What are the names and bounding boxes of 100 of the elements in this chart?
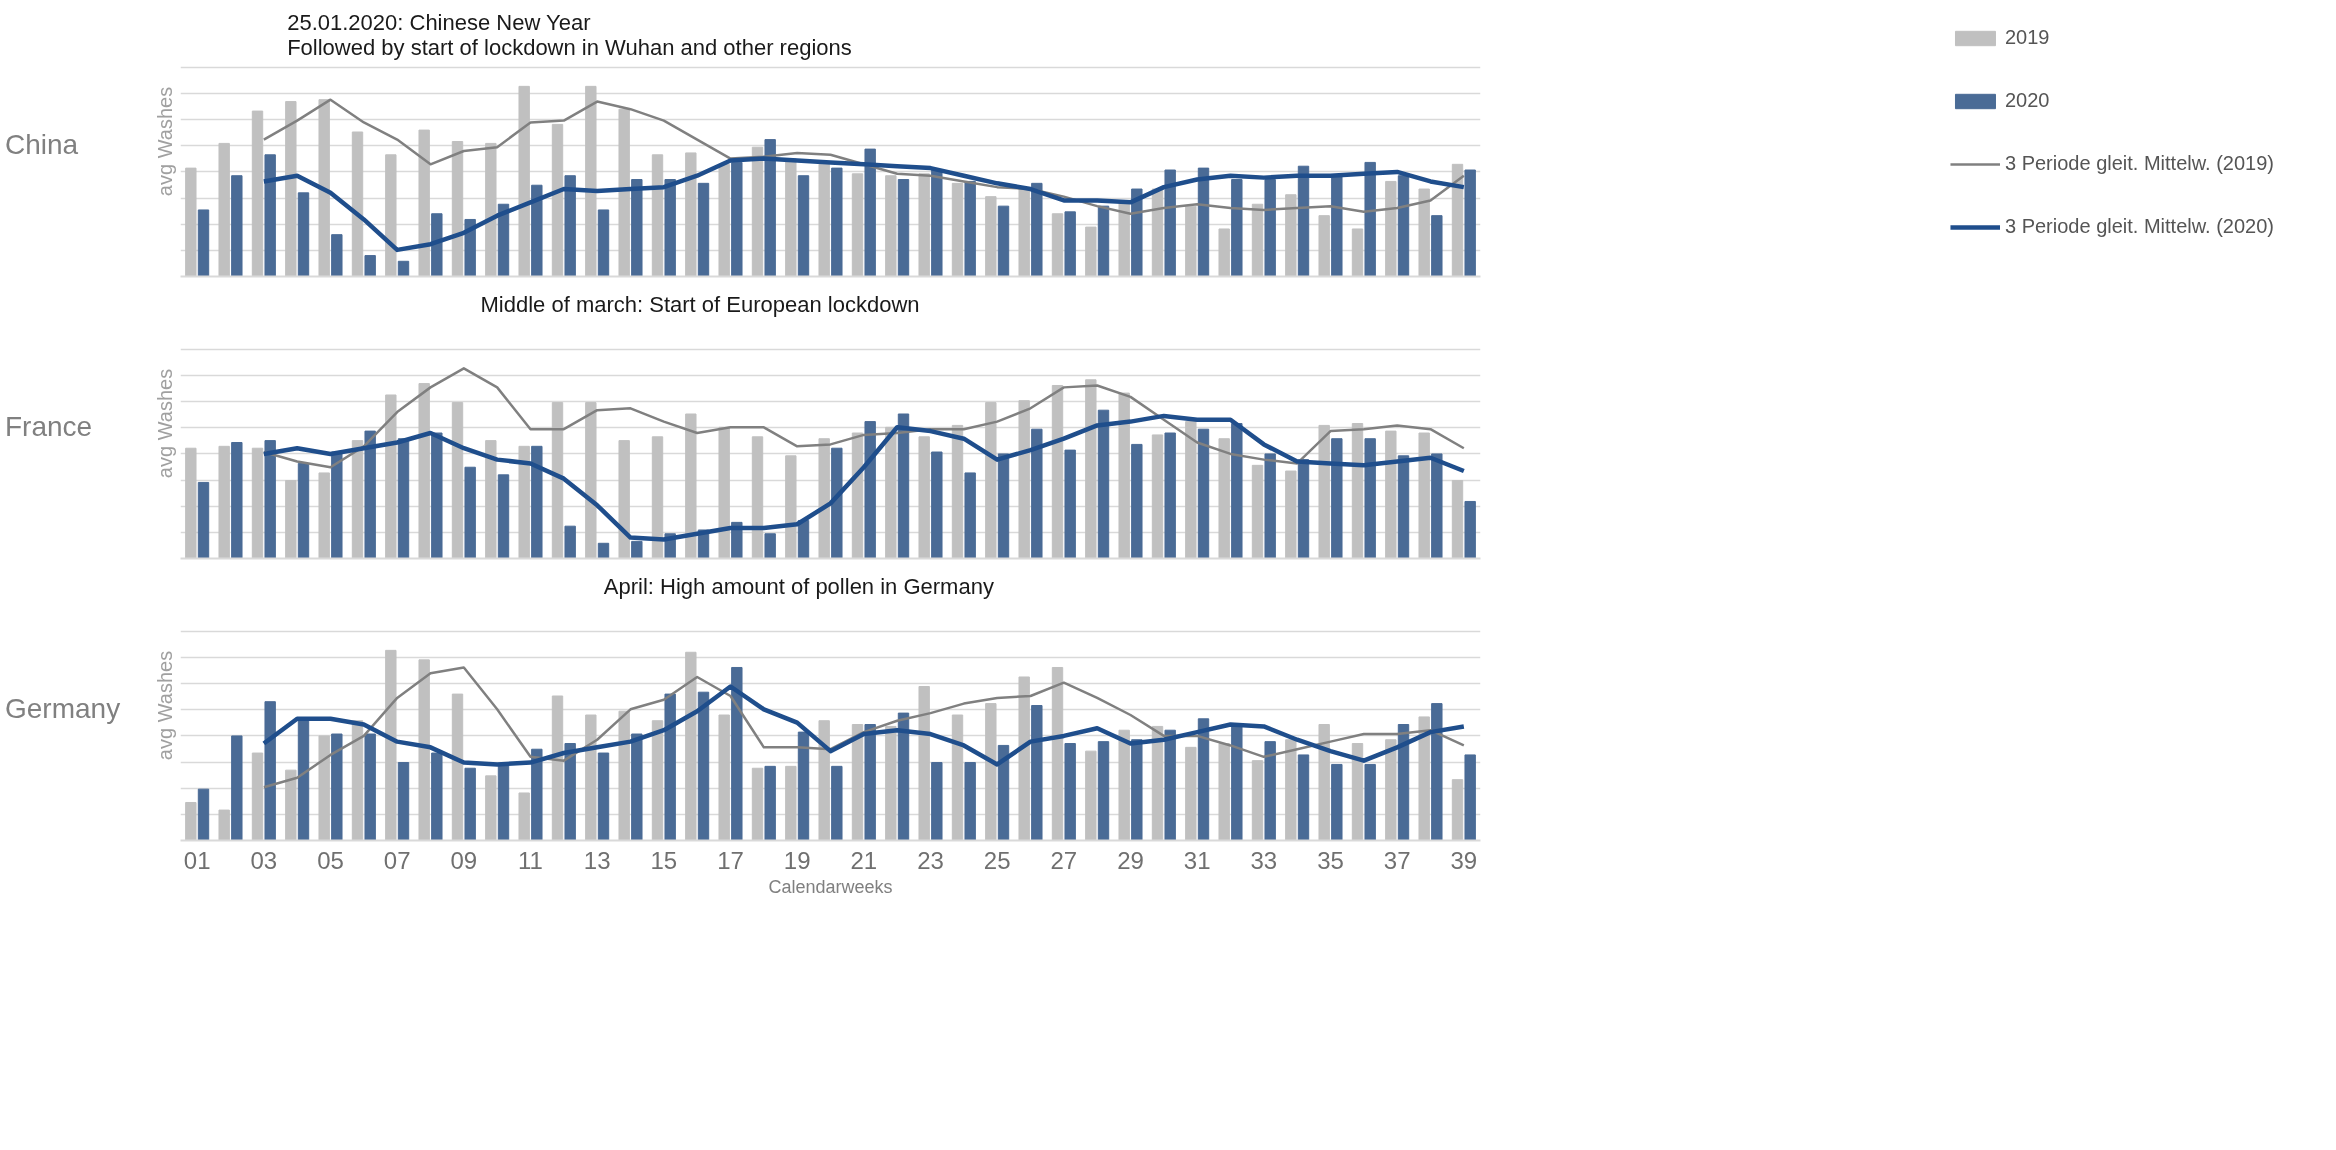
bar [685, 152, 697, 277]
text: Middle of march: Start of European lockdown [480, 292, 920, 318]
bar [397, 762, 410, 841]
bar [1285, 739, 1297, 841]
bar [785, 765, 797, 841]
bar [1185, 205, 1197, 277]
bar [285, 480, 297, 559]
bar [1418, 432, 1430, 559]
bar [964, 180, 976, 277]
bar [1251, 760, 1264, 841]
bar [1218, 743, 1230, 841]
bar [397, 260, 410, 277]
bar [1331, 438, 1343, 559]
bar [1418, 716, 1430, 841]
bar [231, 175, 243, 277]
bar [1218, 438, 1230, 559]
bar [818, 720, 830, 841]
bar [485, 775, 497, 841]
bar [764, 765, 776, 841]
bar [1131, 443, 1143, 559]
bar [751, 767, 764, 841]
bar [864, 724, 876, 841]
bar [831, 447, 843, 559]
bar [597, 752, 610, 841]
bar [1118, 392, 1130, 559]
bar [197, 481, 210, 559]
bar [531, 445, 543, 559]
bar [1064, 449, 1076, 559]
bar [1451, 163, 1464, 277]
bar [1397, 724, 1410, 841]
bar [297, 192, 310, 277]
x-tick-label: 17 [717, 846, 744, 874]
bar [818, 438, 830, 559]
bar [385, 394, 397, 559]
bar [531, 184, 543, 277]
bar [1118, 729, 1130, 841]
bar [585, 402, 597, 559]
bar [385, 649, 397, 841]
bar [1285, 470, 1297, 559]
x-tick-label: 03 [250, 846, 278, 874]
x-tick-label: 01 [183, 846, 211, 874]
bar [997, 453, 1010, 559]
bar [185, 801, 197, 841]
bar [885, 175, 897, 277]
x-tick-label: 13 [583, 846, 611, 874]
bar [831, 765, 843, 841]
legend-label: 3 Periode gleit. Mittelw. (2019) [2004, 152, 2274, 175]
bar [518, 445, 530, 559]
x-tick-label: 33 [1250, 846, 1278, 874]
bar [851, 724, 864, 841]
bar [1051, 666, 1064, 841]
bar [451, 141, 464, 277]
bar [997, 744, 1010, 841]
x-tick-label: 29 [1117, 846, 1144, 874]
bar [418, 129, 430, 277]
bar [1164, 729, 1176, 841]
bar [1097, 409, 1110, 559]
bar [1018, 400, 1030, 559]
bar [1264, 453, 1276, 559]
bar [651, 436, 664, 559]
bar [1351, 228, 1364, 277]
bar [985, 703, 997, 841]
bar [1151, 434, 1164, 559]
bar [1231, 724, 1243, 841]
text: 25.01.2020: Chinese New Year [287, 10, 591, 36]
bar [885, 725, 897, 841]
bar [1297, 459, 1310, 559]
bar [1164, 432, 1176, 559]
bar [1085, 750, 1097, 841]
text: China [5, 128, 79, 162]
bar [418, 659, 430, 841]
bar [931, 169, 943, 277]
bar [985, 196, 997, 277]
bar [697, 182, 710, 277]
bar [331, 451, 343, 559]
bar [731, 161, 743, 277]
bar [764, 139, 776, 277]
bar [531, 748, 543, 841]
bar [618, 108, 630, 277]
x-tick-label: 21 [850, 846, 878, 874]
bar [931, 762, 943, 841]
bar [951, 714, 964, 841]
bar [697, 691, 710, 841]
x-tick-label: 09 [450, 846, 478, 874]
bar [964, 472, 976, 559]
bar [785, 455, 797, 559]
bar [218, 445, 230, 559]
x-tick-label: 35 [1317, 846, 1344, 874]
bar [1231, 179, 1243, 277]
bar [718, 426, 730, 559]
bar [1431, 453, 1443, 559]
bar [1385, 180, 1397, 277]
bar [1397, 455, 1410, 559]
bar [351, 720, 364, 841]
bar [631, 540, 643, 559]
x-tick-label: 11 [518, 846, 543, 874]
bar [651, 720, 664, 841]
bar [1385, 430, 1397, 559]
bar [218, 142, 230, 277]
x-tick-label: 15 [650, 846, 678, 874]
